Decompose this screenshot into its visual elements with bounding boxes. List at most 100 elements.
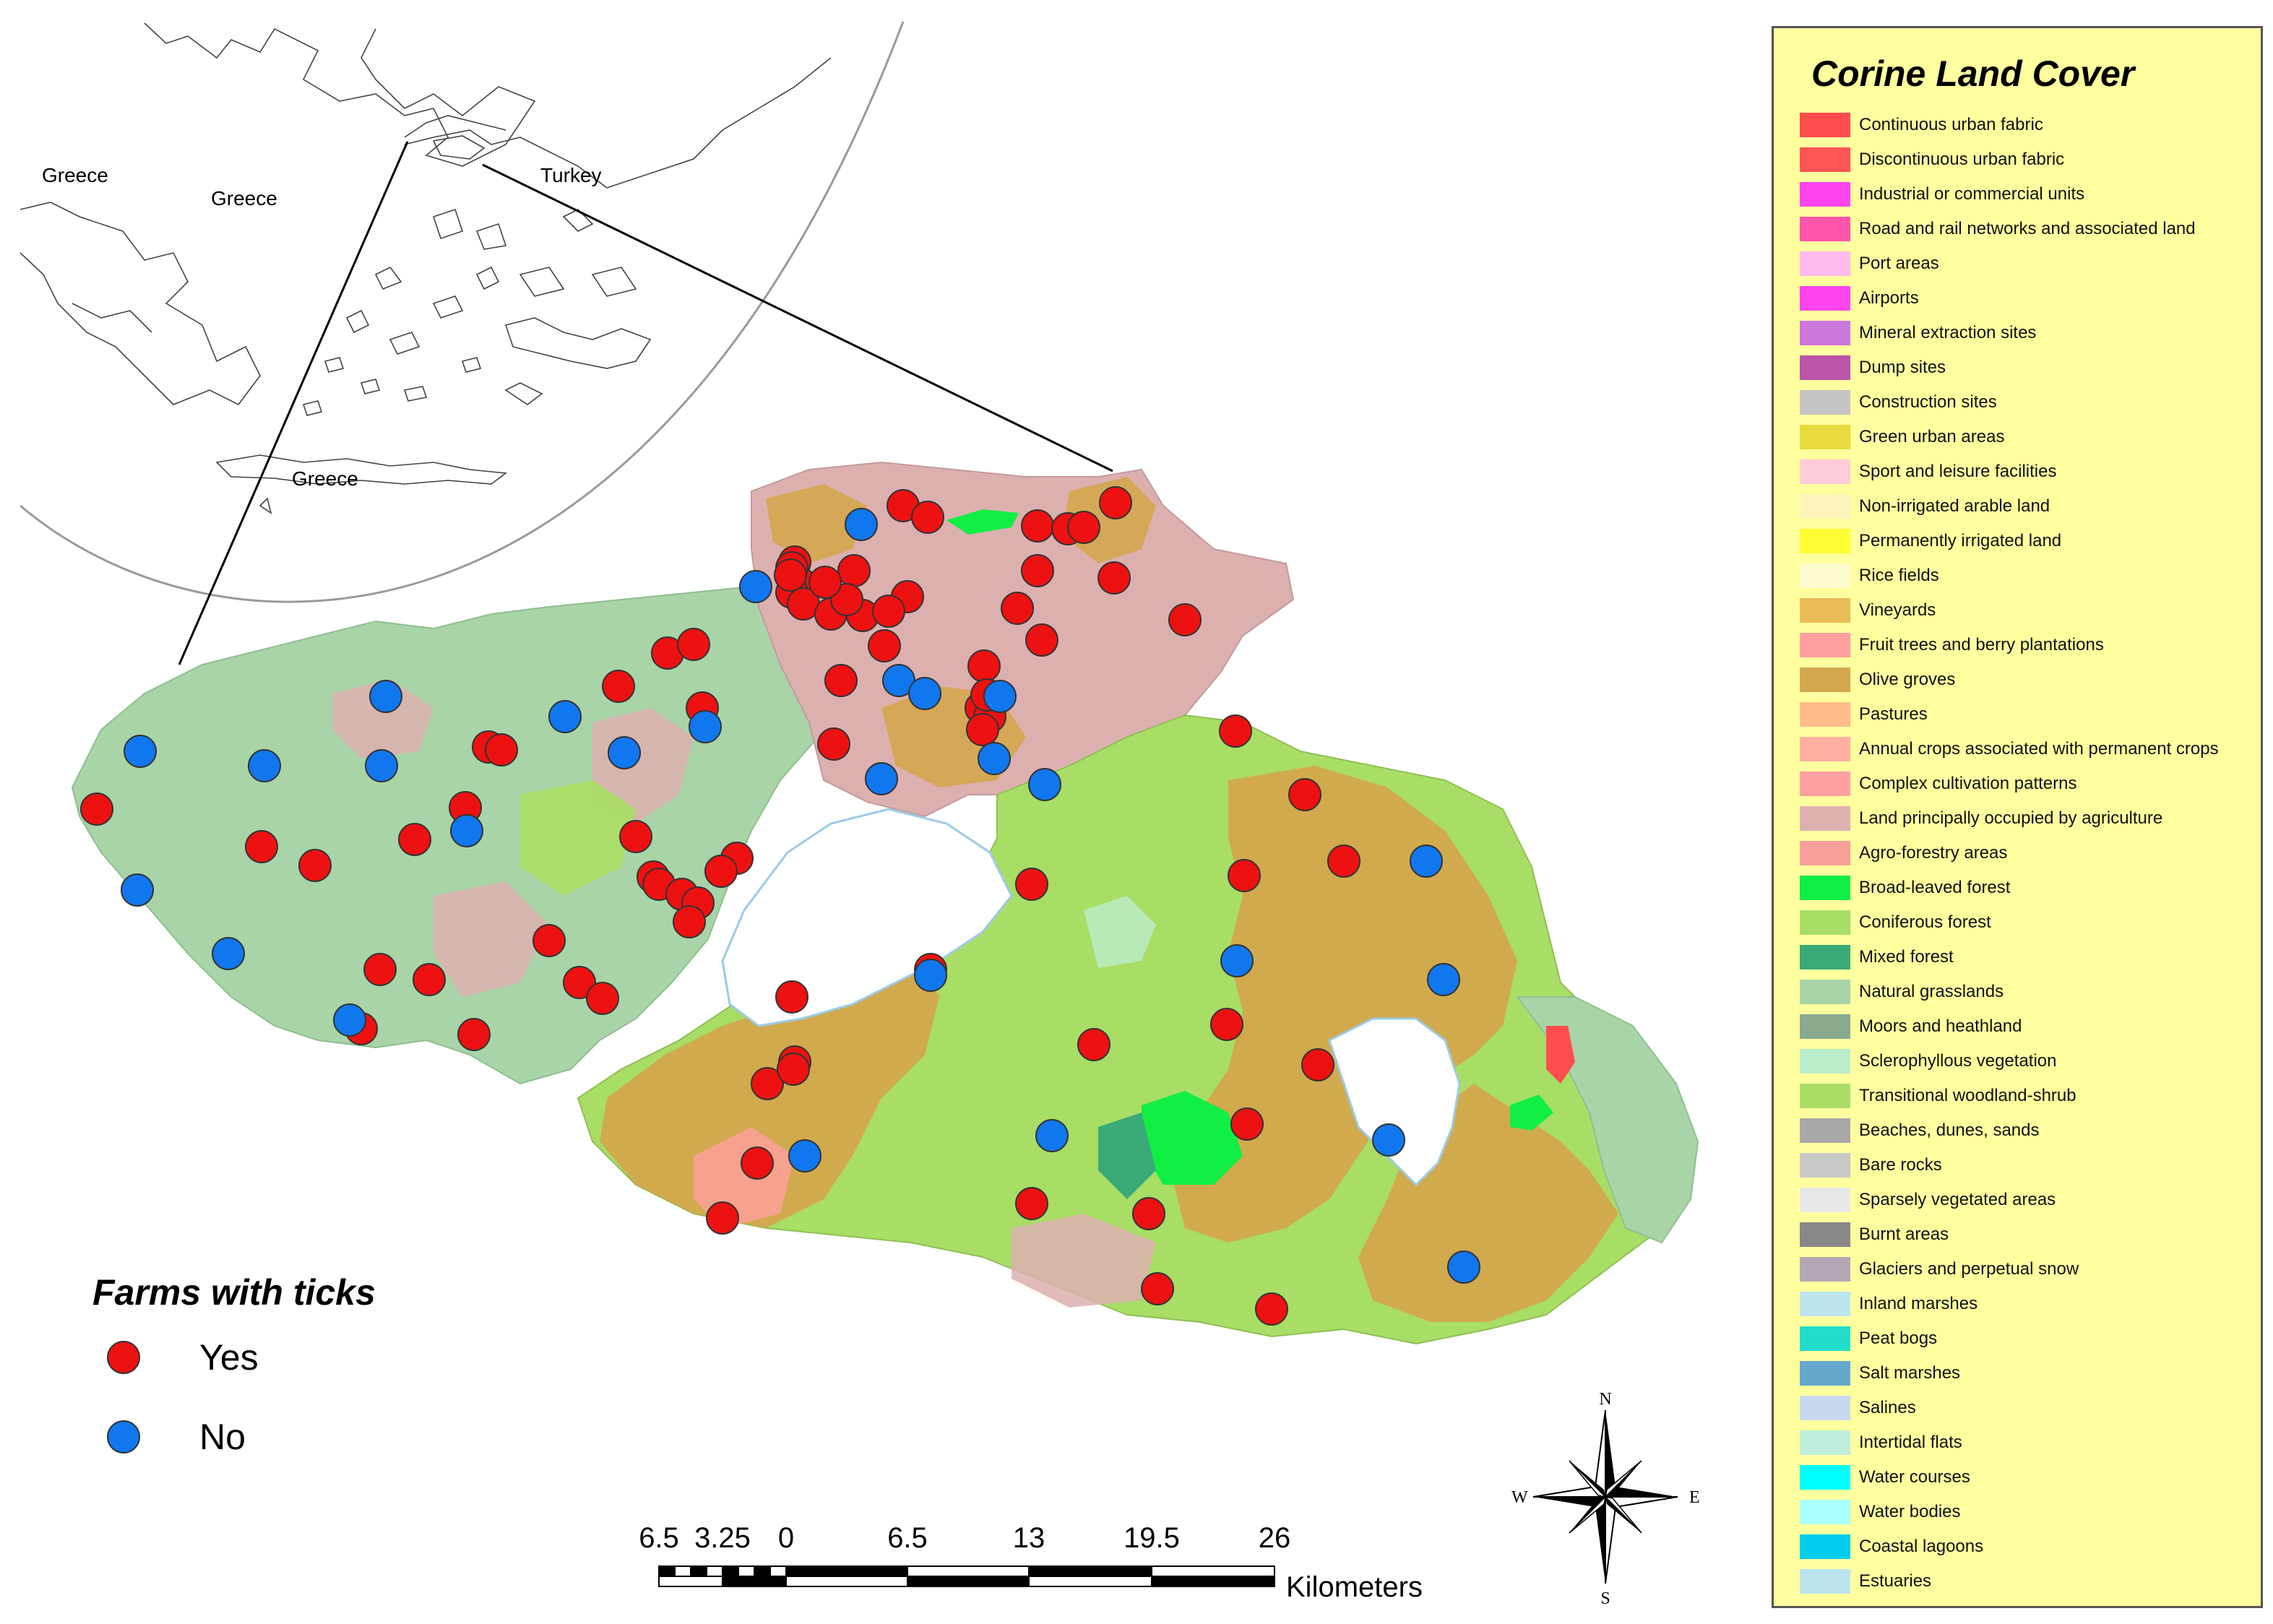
farm-point-no <box>1028 768 1061 801</box>
farm-point-yes <box>1097 561 1131 595</box>
farm-point-yes <box>868 629 901 662</box>
legend-label: Continuous urban fabric <box>1859 115 2043 134</box>
legend-label: Land principally occupied by agriculture <box>1859 808 2163 828</box>
legend-item: Inland marshes <box>1800 1287 2262 1321</box>
agri-patch-3 <box>434 881 549 997</box>
legend-label: Transitional woodland-shrub <box>1859 1086 2076 1105</box>
transitional-center <box>1084 896 1156 968</box>
farm-point-no <box>914 959 947 992</box>
farm-point-no <box>739 570 772 603</box>
legend-label: Agro-forestry areas <box>1859 843 2008 863</box>
legend-swatch <box>1800 668 1850 692</box>
legend-title: Corine Land Cover <box>1811 53 2135 94</box>
farm-point-yes <box>1021 509 1054 543</box>
farm-point-yes <box>1301 1048 1334 1081</box>
farm-point-yes <box>1230 1107 1264 1141</box>
farm-point-yes <box>398 823 431 856</box>
legend-item: Green urban areas <box>1800 420 2262 454</box>
legend-swatch <box>1800 390 1850 415</box>
farm-point-yes <box>824 664 858 697</box>
legend-label: Mixed forest <box>1859 947 1954 967</box>
legend-label: Complex cultivation patterns <box>1859 774 2077 793</box>
legend-item: Estuaries <box>1800 1564 2262 1599</box>
olive-north <box>766 484 867 563</box>
legend-swatch <box>1800 945 1850 969</box>
zoom-line-left <box>178 141 409 665</box>
legend-swatch <box>1800 494 1850 519</box>
gulf-gera <box>1328 1017 1461 1187</box>
legend-swatch <box>1800 1396 1850 1420</box>
farm-point-yes <box>1015 1187 1048 1220</box>
legend-item: Olive groves <box>1800 662 2262 697</box>
legend-label: Coniferous forest <box>1859 912 1991 932</box>
mixed-forest <box>1098 1113 1156 1199</box>
scale-label-6: 26 <box>1259 1522 1291 1554</box>
legend-swatch <box>1800 980 1850 1004</box>
legend-item: Complex cultivation patterns <box>1800 766 2262 801</box>
legend-item: Port areas <box>1800 246 2262 281</box>
farm-point-no <box>978 742 1011 775</box>
legend-swatch <box>1800 563 1850 588</box>
urban-east <box>1546 1026 1575 1084</box>
legend-item: Mineral extraction sites <box>1800 316 2262 350</box>
farm-point-no <box>865 762 898 795</box>
legend-swatch <box>1800 1465 1850 1490</box>
legend-item: Burnt areas <box>1800 1217 2262 1252</box>
legend-swatch <box>1800 737 1850 761</box>
farm-point-yes <box>80 792 113 826</box>
land-cover-legend: Corine Land Cover Continuous urban fabri… <box>1772 26 2263 1608</box>
legend-swatch <box>1800 1084 1850 1108</box>
legend-label: Mineral extraction sites <box>1859 323 2037 342</box>
legend-swatch <box>1800 876 1850 900</box>
legend-item: Rice fields <box>1800 558 2262 593</box>
legend-label: Pastures <box>1859 704 1928 724</box>
farm-point-yes <box>817 727 850 761</box>
farm-point-yes <box>677 628 710 661</box>
legend-label: Sclerophyllous vegetation <box>1859 1051 2057 1071</box>
legend-label: Salines <box>1859 1398 1916 1417</box>
legend-list: Continuous urban fabric Discontinuous urb… <box>1800 108 2262 1599</box>
farm-point-yes <box>837 554 871 587</box>
legend-label: Olive groves <box>1859 670 1956 689</box>
farm-point-no <box>845 508 878 541</box>
farm-point-yes <box>777 1053 810 1086</box>
farm-point-yes <box>706 1201 739 1235</box>
legend-label: Inland marshes <box>1859 1294 1978 1313</box>
legend-swatch <box>1800 633 1850 657</box>
legend-item: Bare rocks <box>1800 1148 2262 1183</box>
legend-label: Green urban areas <box>1859 427 2005 446</box>
farms-legend-item-no: No <box>107 1416 246 1458</box>
legend-label: Water courses <box>1859 1467 1970 1487</box>
farm-point-yes <box>1228 859 1261 892</box>
farms-legend-title: Farms with ticks <box>92 1272 376 1313</box>
legend-item: Water courses <box>1800 1460 2262 1495</box>
agri-patch-1 <box>592 708 694 824</box>
legend-swatch <box>1800 182 1850 207</box>
legend-item: Salines <box>1800 1391 2262 1425</box>
legend-item: Peat bogs <box>1800 1321 2262 1356</box>
legend-item: Beaches, dunes, sands <box>1800 1113 2262 1148</box>
farm-point-yes <box>1021 554 1054 587</box>
legend-label: Moors and heathland <box>1859 1016 2022 1036</box>
legend-label: Fruit trees and berry plantations <box>1859 635 2104 655</box>
farms-legend-label-yes: Yes <box>199 1337 259 1378</box>
farm-point-no <box>788 1139 821 1172</box>
legend-label: Broad-leaved forest <box>1859 878 2011 897</box>
legend-item: Salt marshes <box>1800 1356 2262 1391</box>
farm-point-yes <box>911 501 944 534</box>
legend-swatch <box>1800 1153 1850 1178</box>
inset-label-turkey: Turkey <box>540 164 602 186</box>
farms-legend-label-no: No <box>199 1417 246 1457</box>
farm-point-no <box>983 680 1017 713</box>
farm-point-yes <box>1219 714 1252 748</box>
inset-label-greece-1: Greece <box>42 164 108 186</box>
legend-item: Broad-leaved forest <box>1800 871 2262 905</box>
farm-point-yes <box>245 830 278 863</box>
farm-point-yes <box>1077 1028 1110 1061</box>
farm-point-yes <box>751 1067 784 1100</box>
north-label-e: E <box>1689 1488 1700 1507</box>
farm-point-yes <box>485 733 518 766</box>
legend-label: Non-irrigated arable land <box>1859 496 2050 516</box>
legend-item: Glaciers and perpetual snow <box>1800 1252 2262 1287</box>
farm-point-yes <box>808 566 842 599</box>
